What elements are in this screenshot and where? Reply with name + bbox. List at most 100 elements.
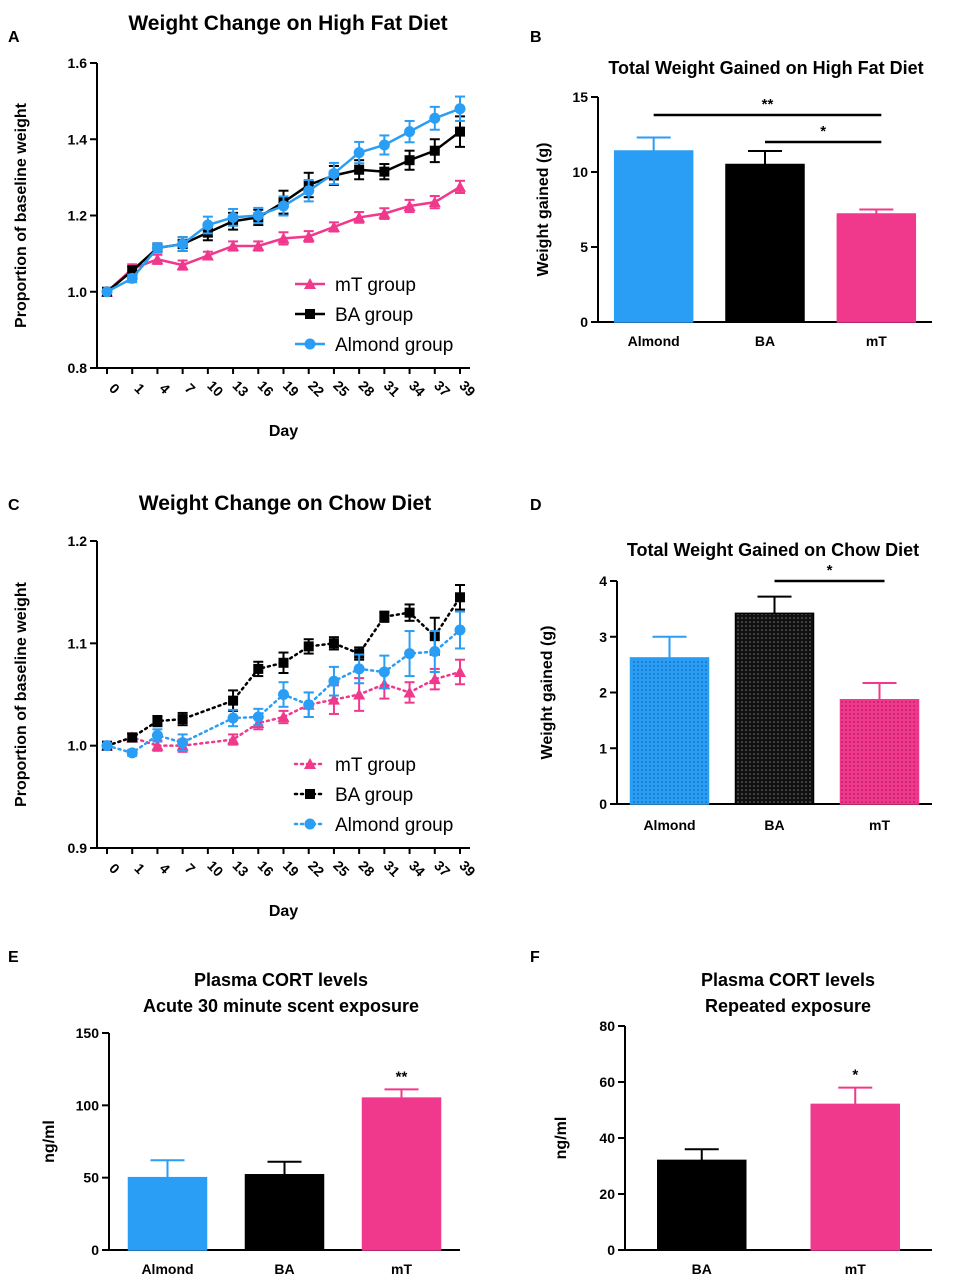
y-tick-label: 150 bbox=[76, 1025, 100, 1041]
legend-marker bbox=[304, 758, 316, 769]
significance-label: ** bbox=[762, 96, 774, 113]
x-tick-label: 22 bbox=[305, 377, 327, 399]
x-tick-label: 7 bbox=[182, 380, 199, 397]
data-point bbox=[428, 196, 441, 208]
x-tick-label: Almond bbox=[643, 817, 695, 833]
x-tick-label: 10 bbox=[204, 857, 226, 879]
data-point bbox=[378, 207, 391, 219]
data-point bbox=[101, 740, 113, 752]
panel-f: F Plasma CORT levels Repeated exposure 0 20 4… bbox=[530, 949, 932, 1277]
y-axis-label: Weight gained (g) bbox=[539, 626, 556, 760]
chart-title: Weight Change on Chow Diet bbox=[139, 492, 431, 515]
data-point bbox=[227, 211, 239, 223]
panel-label: A bbox=[8, 29, 20, 46]
y-tick-label: 40 bbox=[599, 1130, 615, 1146]
y-tick-label: 2 bbox=[599, 685, 607, 701]
data-point bbox=[353, 211, 366, 223]
data-point bbox=[303, 185, 315, 197]
chart-subtitle: Acute 30 minute scent exposure bbox=[143, 996, 419, 1016]
series-line bbox=[105, 670, 462, 747]
legend-entry: BA group bbox=[335, 305, 413, 326]
x-tick-label: 1 bbox=[131, 860, 148, 877]
bar-ba bbox=[657, 1159, 747, 1251]
panel-d: D Total Weight Gained on Chow Diet 0 1 2 3 4 We… bbox=[530, 497, 932, 833]
data-point bbox=[379, 611, 390, 622]
data-point bbox=[252, 711, 264, 723]
legend-marker bbox=[305, 309, 315, 319]
legend: mT group BA group Almond group bbox=[295, 275, 453, 356]
data-point bbox=[353, 688, 366, 700]
panel-label: B bbox=[530, 29, 542, 46]
chart-title: Plasma CORT levels bbox=[701, 970, 875, 990]
x-tick-label: 4 bbox=[157, 380, 174, 397]
data-point bbox=[353, 147, 365, 159]
data-point bbox=[454, 103, 466, 115]
legend-marker bbox=[304, 278, 316, 289]
x-tick-label: 0 bbox=[106, 380, 123, 397]
chart-title: Total Weight Gained on Chow Diet bbox=[627, 540, 919, 560]
panel-label: E bbox=[8, 949, 19, 966]
bar-almond bbox=[629, 657, 710, 805]
data-point bbox=[403, 199, 416, 211]
data-point bbox=[151, 242, 163, 254]
y-tick-label: 1.2 bbox=[68, 208, 88, 224]
x-tick-label: 37 bbox=[431, 377, 453, 399]
data-point bbox=[353, 663, 365, 675]
data-point bbox=[404, 648, 416, 660]
data-point bbox=[454, 180, 466, 192]
x-axis-label: Day bbox=[269, 903, 298, 920]
x-tick-label: 28 bbox=[356, 857, 378, 879]
y-tick-label: 0.8 bbox=[68, 360, 88, 376]
panel-c: C Weight Change on Chow Diet 0.9 1.0 1.1 1.2 0… bbox=[8, 492, 479, 920]
chart-title: Plasma CORT levels bbox=[194, 970, 368, 990]
y-tick-label: 5 bbox=[580, 239, 588, 255]
y-axis-label: ng/ml bbox=[41, 1120, 58, 1163]
data-point bbox=[429, 145, 440, 156]
panel-label: C bbox=[8, 497, 20, 514]
y-tick-label: 0 bbox=[91, 1242, 99, 1258]
data-point bbox=[101, 286, 113, 298]
x-tick-label: 25 bbox=[330, 857, 352, 879]
panel-e: E Plasma CORT levels Acute 30 minute scent… bbox=[8, 949, 460, 1277]
data-point bbox=[151, 729, 163, 741]
data-point bbox=[227, 733, 240, 745]
y-tick-label: 1 bbox=[599, 740, 607, 756]
x-tick-label: 13 bbox=[229, 377, 251, 399]
x-tick-label: 10 bbox=[204, 377, 226, 399]
data-point bbox=[455, 126, 465, 137]
y-tick-label: 1.0 bbox=[68, 284, 88, 300]
data-point bbox=[303, 699, 315, 711]
chart-title: Weight Change on High Fat Diet bbox=[128, 12, 447, 35]
y-tick-label: 100 bbox=[76, 1097, 100, 1113]
bar-ba bbox=[244, 1174, 325, 1251]
y-tick-label: 0 bbox=[580, 314, 588, 330]
legend-marker bbox=[305, 789, 315, 799]
y-tick-label: 4 bbox=[599, 573, 607, 589]
y-tick-label: 10 bbox=[572, 164, 588, 180]
data-point bbox=[127, 732, 138, 743]
data-point bbox=[327, 693, 340, 705]
legend-marker bbox=[304, 338, 316, 350]
y-tick-label: 1.0 bbox=[68, 738, 88, 754]
x-tick-label: mT bbox=[869, 817, 890, 833]
x-tick-label: BA bbox=[764, 817, 784, 833]
data-point bbox=[403, 686, 416, 698]
data-point bbox=[227, 712, 239, 724]
data-point bbox=[328, 638, 339, 649]
data-point bbox=[228, 695, 239, 706]
x-tick-label: 39 bbox=[456, 857, 478, 879]
data-point bbox=[455, 592, 465, 603]
data-point bbox=[151, 253, 164, 265]
legend-marker bbox=[304, 818, 316, 830]
y-tick-label: 50 bbox=[83, 1170, 99, 1186]
y-tick-label: 80 bbox=[599, 1018, 615, 1034]
data-point bbox=[252, 210, 264, 221]
data-point bbox=[252, 240, 265, 251]
data-point bbox=[428, 673, 441, 685]
chart-subtitle: Repeated exposure bbox=[705, 996, 871, 1016]
data-point bbox=[152, 716, 163, 727]
y-tick-label: 0 bbox=[607, 1242, 615, 1258]
panel-label: D bbox=[530, 497, 542, 514]
data-point bbox=[404, 155, 415, 166]
